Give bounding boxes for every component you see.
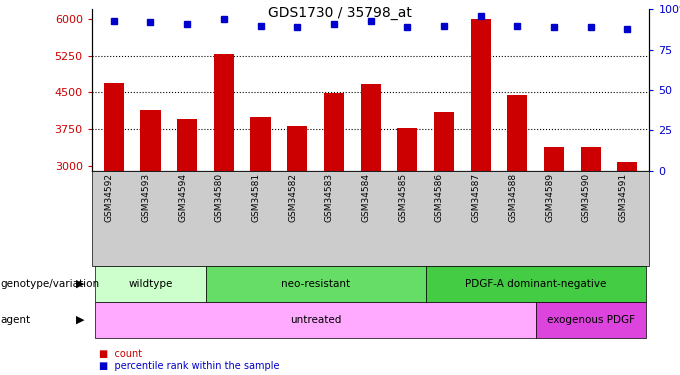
Text: GSM34591: GSM34591 [618, 172, 628, 222]
Text: GSM34587: GSM34587 [472, 172, 481, 222]
Text: ▶: ▶ [76, 315, 84, 325]
Bar [324, 93, 344, 171]
Text: exogenous PDGF: exogenous PDGF [547, 315, 634, 325]
Text: GSM34589: GSM34589 [545, 172, 554, 222]
Bar [104, 82, 124, 171]
Text: GSM34586: GSM34586 [435, 172, 444, 222]
Text: GSM34590: GSM34590 [581, 172, 591, 222]
Bar [140, 110, 160, 171]
Text: ■  percentile rank within the sample: ■ percentile rank within the sample [99, 361, 279, 370]
Text: PDGF-A dominant-negative: PDGF-A dominant-negative [465, 279, 607, 289]
Bar [360, 84, 381, 171]
Bar [287, 126, 307, 171]
Bar [434, 112, 454, 171]
Text: GSM34584: GSM34584 [362, 172, 371, 222]
Text: untreated: untreated [290, 315, 341, 325]
Bar [471, 19, 491, 171]
Text: GDS1730 / 35798_at: GDS1730 / 35798_at [268, 6, 412, 20]
Text: agent: agent [0, 315, 30, 325]
Text: GSM34593: GSM34593 [141, 172, 150, 222]
Bar [581, 147, 601, 171]
Bar [617, 162, 637, 171]
Bar [177, 119, 197, 171]
Text: neo-resistant: neo-resistant [281, 279, 350, 289]
Text: GSM34583: GSM34583 [325, 172, 334, 222]
Text: GSM34581: GSM34581 [252, 172, 260, 222]
Text: ■  count: ■ count [99, 350, 141, 359]
Text: ▶: ▶ [76, 279, 84, 289]
Bar [250, 117, 271, 171]
Text: wildtype: wildtype [129, 279, 173, 289]
Bar [214, 54, 234, 171]
Bar [507, 95, 528, 171]
Text: GSM34592: GSM34592 [105, 172, 114, 222]
Text: GSM34588: GSM34588 [509, 172, 517, 222]
Text: GSM34582: GSM34582 [288, 172, 297, 222]
Bar [544, 147, 564, 171]
Bar [397, 128, 418, 171]
Text: GSM34580: GSM34580 [215, 172, 224, 222]
Text: genotype/variation: genotype/variation [0, 279, 99, 289]
Text: GSM34585: GSM34585 [398, 172, 407, 222]
Text: GSM34594: GSM34594 [178, 172, 187, 222]
